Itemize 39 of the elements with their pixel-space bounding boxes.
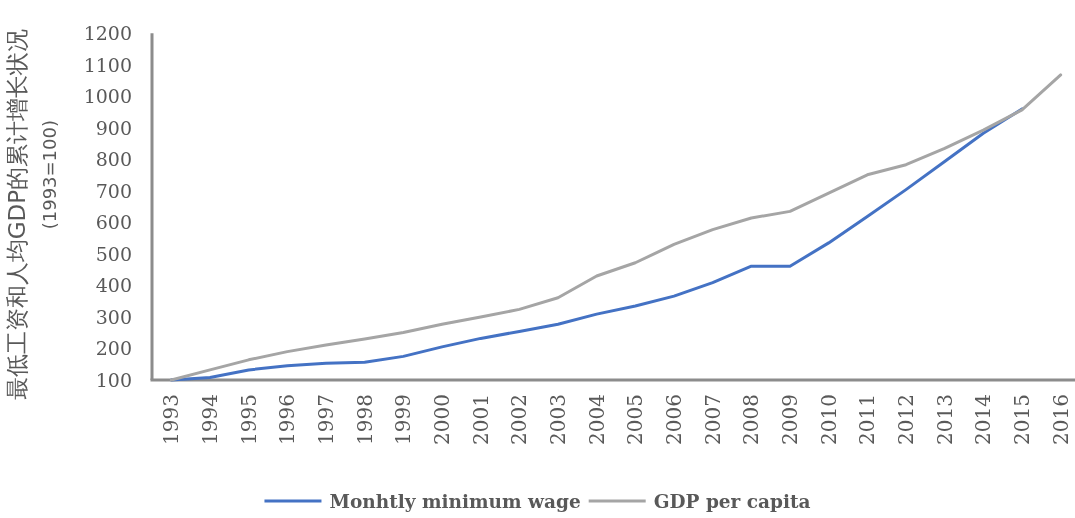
x-tick-label: 2010 [816,394,841,445]
x-tick-label: 2005 [623,394,648,445]
legend-label: GDP per capita [653,490,811,512]
x-tick-label: 2000 [430,394,454,445]
y-tick-label: 300 [95,305,132,328]
x-tick-label: 2008 [739,394,764,445]
x-tick-label: 1996 [275,394,300,445]
y-tick-label: 600 [95,211,132,234]
x-tick-label: 1995 [236,394,261,445]
x-tick-label: 2009 [778,394,802,445]
x-tick-label: 2015 [1010,394,1034,445]
x-tick-label: 2001 [468,394,493,445]
x-tick-label: 2002 [507,394,532,445]
x-tick-label: 2003 [546,394,570,445]
y-tick-label: 400 [95,274,132,297]
y-tick-label: 1100 [83,53,132,76]
x-tick-label: 2016 [1048,394,1073,445]
x-tick-label: 2013 [932,394,957,445]
x-tick-label: 1994 [198,394,222,445]
x-tick-label: 2011 [855,394,880,445]
y-tick-label: 900 [95,116,132,139]
x-tick-label: 2007 [700,394,725,445]
legend-label: Monhtly minimum wage [329,490,581,512]
x-tick-label: 1998 [352,394,377,445]
y-tick-label: 100 [95,369,132,391]
x-tick-label: 2014 [971,394,996,445]
y-axis-title: 最低工资和人均GDP的累计增长状况 (1993=100) [4,28,61,401]
y-tick-label: 200 [95,337,132,360]
y-tick-label: 700 [95,179,132,202]
x-tick-label: 1993 [159,394,184,445]
y-tick-label: 1000 [83,85,132,108]
y-tick-label: 800 [95,148,132,171]
x-tick-label: 1999 [391,394,416,445]
y-tick-label: 500 [95,242,132,265]
x-tick-label: 2004 [584,394,609,445]
x-tick-label: 1997 [314,394,338,445]
x-tick-label: 2012 [894,394,918,445]
x-tick-label: 2006 [662,394,686,445]
y-tick-label: 1200 [83,22,132,45]
